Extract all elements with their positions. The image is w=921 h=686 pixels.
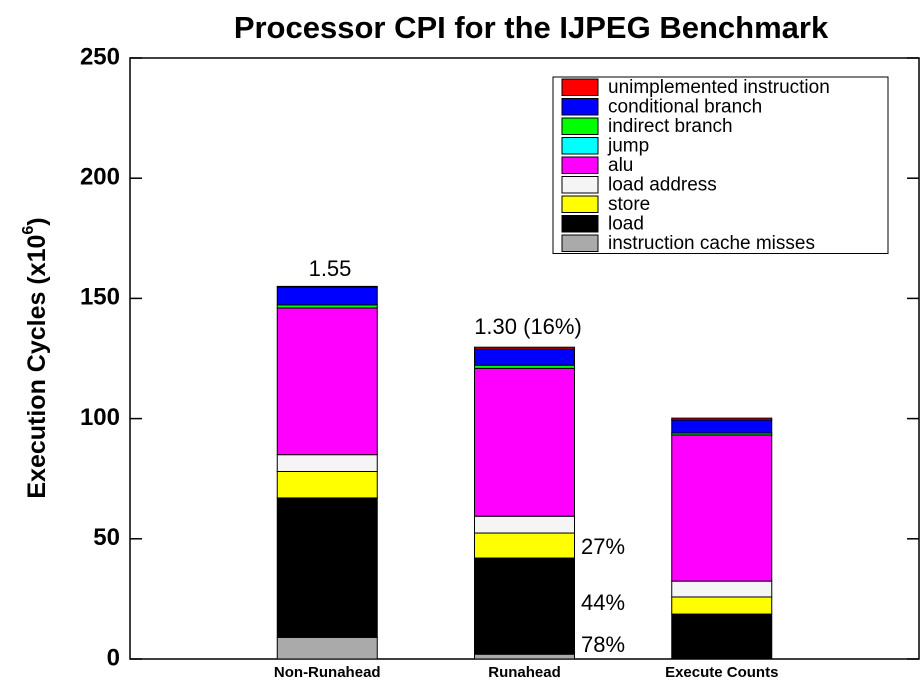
legend-label: unimplemented instruction — [608, 77, 830, 98]
bar-segment — [474, 367, 575, 517]
legend-label: load address — [608, 174, 717, 195]
bar-segment — [474, 557, 575, 655]
legend-label: alu — [608, 155, 633, 176]
bar-segment — [671, 419, 773, 434]
x-tick-label: Execute Counts — [665, 664, 778, 681]
y-label-sup: 6 — [20, 226, 37, 235]
bar-segment — [474, 348, 575, 366]
legend-label: indirect branch — [608, 116, 733, 137]
bar-segment — [276, 497, 378, 638]
legend-swatch — [561, 156, 599, 174]
legend-box — [552, 76, 889, 254]
y-tick-label: 100 — [80, 404, 120, 431]
bar-segment — [671, 613, 773, 660]
bar-segment — [276, 470, 378, 499]
legend-label: instruction cache misses — [608, 233, 815, 254]
legend-swatch — [561, 78, 599, 96]
bar-segment — [276, 285, 378, 288]
legend-swatch — [561, 98, 599, 116]
y-tick-label: 50 — [93, 524, 120, 551]
legend-swatch — [561, 215, 599, 233]
legend-label: load — [608, 213, 644, 234]
y-tick-label: 200 — [80, 164, 120, 191]
legend-swatch — [561, 234, 599, 252]
legend-label: conditional branch — [608, 96, 762, 117]
x-tick-label: Runahead — [488, 664, 561, 681]
bar-segment — [671, 434, 773, 582]
y-label-end: ) — [23, 217, 51, 225]
y-axis-label: Execution Cycles (x106) — [20, 217, 50, 498]
legend-swatch — [561, 117, 599, 135]
bar-segment — [276, 636, 378, 660]
bar-segment — [474, 515, 575, 534]
legend-label: store — [608, 194, 650, 215]
annotation: 1.55 — [309, 256, 352, 281]
bar-segment — [474, 653, 575, 660]
bar-segment — [671, 417, 773, 421]
bar-segment — [474, 532, 575, 559]
annotation: 27% — [581, 534, 625, 559]
bar-segment — [671, 580, 773, 598]
annotation: 78% — [581, 632, 625, 657]
y-tick-label: 150 — [80, 284, 120, 311]
bar-segment — [276, 307, 378, 456]
bar-segment — [276, 454, 378, 472]
chart-title: Processor CPI for the IJPEG Benchmark — [234, 10, 829, 45]
y-label-main: Execution Cycles (x10 — [23, 235, 51, 499]
x-tick-label: Non-Runahead — [274, 664, 381, 681]
legend-swatch — [561, 195, 599, 213]
legend-swatch — [561, 176, 599, 194]
bar-segment — [474, 346, 575, 350]
annotation: 44% — [581, 590, 625, 615]
y-tick-label: 250 — [80, 43, 120, 70]
bar-segment — [671, 596, 773, 615]
bar-segment — [276, 286, 378, 306]
legend-swatch — [561, 137, 599, 155]
y-tick-label: 0 — [107, 644, 120, 671]
legend-label: jump — [607, 135, 649, 156]
annotation: 1.30 (16%) — [474, 314, 582, 339]
